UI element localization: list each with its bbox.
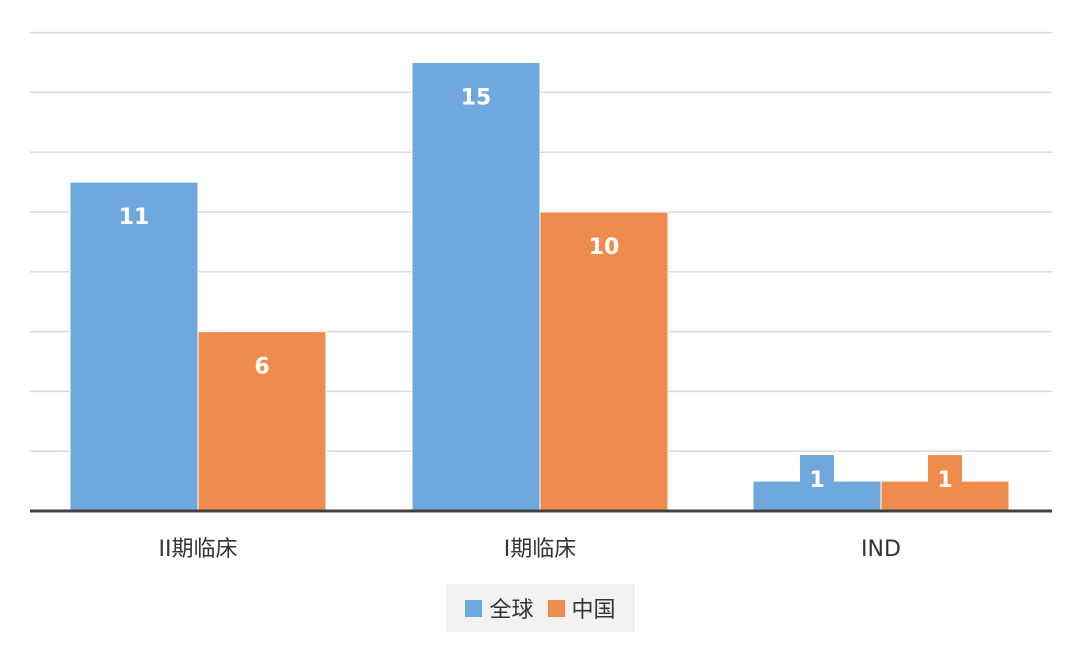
category-label: I期临床 [504, 537, 577, 562]
bars [69, 62, 1010, 512]
bar-global-1 [411, 62, 541, 512]
legend-swatch-global [465, 599, 483, 617]
bar-label-tab [928, 455, 962, 483]
bar-value-label: 1 [937, 468, 952, 493]
bar-value-label: 6 [254, 355, 269, 380]
legend-swatch-china [547, 599, 565, 617]
bar-value-label: 10 [589, 235, 620, 260]
category-label: II期临床 [159, 537, 238, 562]
bar-global-0 [69, 181, 199, 512]
category-labels: II期临床 I期临床 IND [159, 537, 901, 562]
legend-label-global: 全球 [489, 598, 534, 623]
bar-value-label: 15 [461, 86, 492, 111]
legend: 全球 中国 [446, 584, 635, 632]
category-label: IND [861, 537, 901, 562]
legend-item-global: 全球 [465, 592, 534, 624]
bar-value-label: 1 [809, 468, 824, 493]
bar-label-tab [800, 455, 834, 483]
bar-value-label: 11 [119, 205, 150, 230]
legend-label-china: 中国 [571, 598, 616, 623]
legend-item-china: 中国 [547, 592, 616, 624]
bar-china-0 [197, 331, 327, 512]
bar-china-1 [539, 211, 669, 512]
